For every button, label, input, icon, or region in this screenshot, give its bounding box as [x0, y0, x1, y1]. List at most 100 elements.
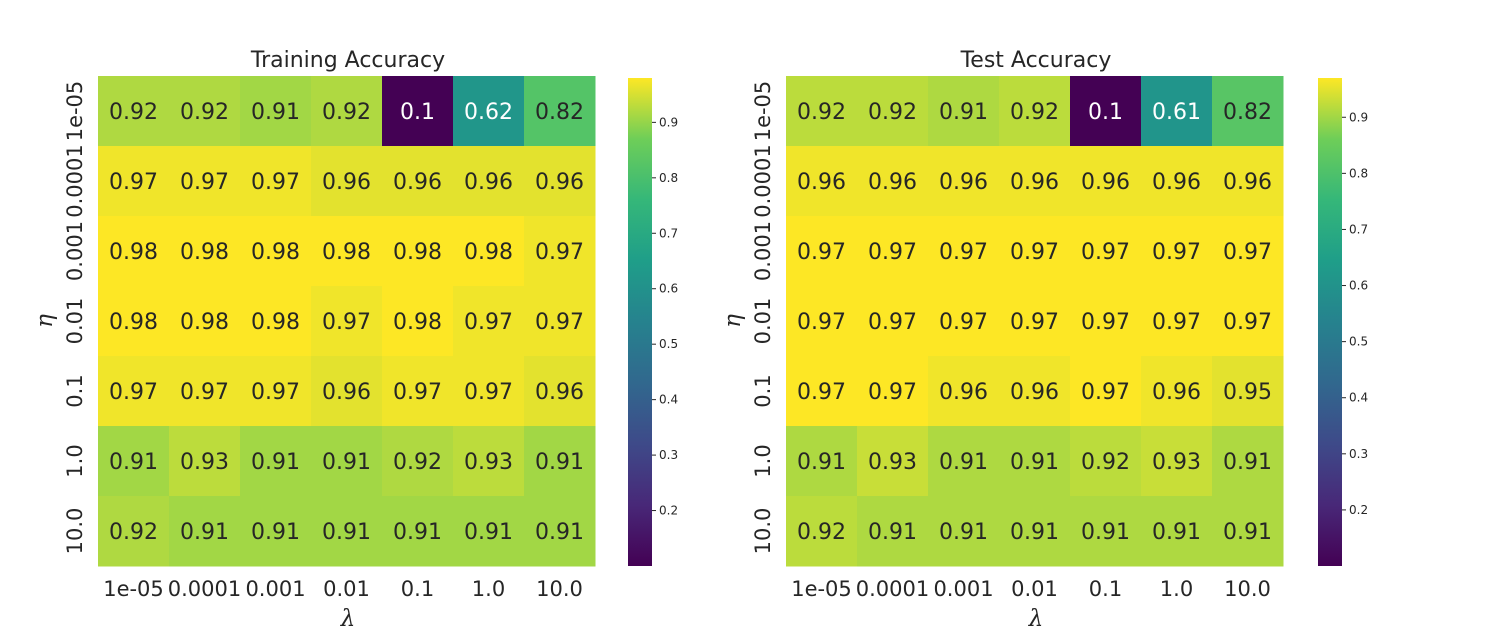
y-tick-label: 0.01 — [63, 298, 87, 345]
heatmap-cell — [1141, 76, 1213, 147]
heatmap-cells: 0.92 0.92 0.91 0.92 0.1 0.62 0.82 0.97 0.97 0.97 0… — [98, 76, 596, 567]
cell-value-label: 0.98 — [109, 310, 158, 335]
cell-value-label: 0.97 — [464, 380, 513, 405]
cell-value-label: 0.97 — [868, 310, 917, 335]
heatmap-cell — [786, 76, 858, 147]
heatmap-cell — [453, 356, 525, 427]
y-tick-label: 1e-05 — [63, 81, 87, 142]
cell-value-label: 0.97 — [180, 170, 229, 195]
heatmap-cell — [1212, 76, 1284, 147]
cell-value-label: 0.91 — [251, 100, 300, 125]
cell-value-label: 0.96 — [393, 170, 442, 195]
y-tick-label: 1.0 — [63, 444, 87, 477]
cell-value-label: 0.61 — [1152, 100, 1201, 125]
cell-value-label: 0.97 — [939, 240, 988, 265]
heatmap-cell — [1070, 216, 1142, 287]
colorbar-tick-label: 0.4 — [659, 393, 678, 407]
heatmap-cell — [1070, 356, 1142, 427]
heatmap-cell — [169, 146, 241, 217]
heatmap-cell — [1141, 286, 1213, 357]
cell-value-label: 0.96 — [1010, 170, 1059, 195]
cell-value-label: 0.91 — [322, 450, 371, 475]
cell-value-label: 0.91 — [1223, 450, 1272, 475]
x-axis-label: λ — [1028, 606, 1044, 632]
heatmap-cell — [928, 76, 1000, 147]
cell-value-label: 0.91 — [797, 450, 846, 475]
y-tick-label: 10.0 — [63, 508, 87, 555]
cell-value-label: 0.91 — [109, 450, 158, 475]
cell-value-label: 0.98 — [180, 310, 229, 335]
heatmap-cell — [524, 426, 596, 497]
cell-value-label: 0.91 — [1081, 520, 1130, 545]
cell-value-label: 0.91 — [868, 520, 917, 545]
cell-value-label: 0.93 — [180, 450, 229, 475]
x-tick-label: 0.01 — [323, 577, 370, 601]
cell-value-label: 0.82 — [535, 100, 584, 125]
heatmap-cell — [1212, 496, 1284, 567]
heatmap-cell — [928, 286, 1000, 357]
colorbar-gradient — [628, 78, 652, 566]
cell-value-label: 0.96 — [797, 170, 846, 195]
heatmap-cells: 0.92 0.92 0.91 0.92 0.1 0.61 0.82 0.96 0.96 0.96 0… — [786, 76, 1284, 567]
cell-value-label: 0.96 — [1152, 170, 1201, 195]
heatmap-cell — [857, 216, 929, 287]
y-axis-label: η — [32, 314, 58, 328]
cell-value-label: 0.96 — [1152, 380, 1201, 405]
cell-value-label: 0.97 — [1081, 240, 1130, 265]
heatmap-cell — [169, 76, 241, 147]
heatmap-cell — [786, 216, 858, 287]
heatmap-cell — [1212, 356, 1284, 427]
cell-value-label: 0.92 — [109, 100, 158, 125]
heatmap-cell — [98, 426, 170, 497]
cell-value-label: 0.98 — [251, 310, 300, 335]
cell-value-label: 0.97 — [868, 240, 917, 265]
cell-value-label: 0.96 — [535, 170, 584, 195]
heatmap-cell — [786, 286, 858, 357]
heatmap-cell — [98, 216, 170, 287]
heatmap-cell — [999, 216, 1071, 287]
cell-value-label: 0.1 — [1088, 100, 1123, 125]
cell-value-label: 0.97 — [939, 310, 988, 335]
colorbar-tick-label: 0.8 — [1349, 166, 1368, 180]
heatmap-cell — [98, 496, 170, 567]
cell-value-label: 0.96 — [322, 170, 371, 195]
cell-value-label: 0.91 — [535, 520, 584, 545]
heatmap-cell — [311, 356, 383, 427]
cell-value-label: 0.93 — [868, 450, 917, 475]
heatmap-cell — [311, 216, 383, 287]
cell-value-label: 0.97 — [1152, 240, 1201, 265]
heatmap-cell — [1141, 216, 1213, 287]
x-tick-label: 0.1 — [1089, 577, 1122, 601]
heatmap-training: Training Accuracy 0.92 0.92 0.91 0.92 0.1 0.6… — [32, 48, 678, 632]
heatmap-cell — [1070, 286, 1142, 357]
heatmap-cell — [311, 76, 383, 147]
cell-value-label: 0.91 — [393, 520, 442, 545]
heatmap-cell — [999, 146, 1071, 217]
heatmap-cell — [169, 496, 241, 567]
heatmap-cell — [1212, 286, 1284, 357]
cell-value-label: 0.97 — [797, 310, 846, 335]
colorbar-tick-label: 0.3 — [1349, 447, 1368, 461]
heatmap-cell — [98, 76, 170, 147]
heatmap-cell — [857, 356, 929, 427]
heatmap-cell — [1070, 426, 1142, 497]
cell-value-label: 0.93 — [464, 450, 513, 475]
cell-value-label: 0.97 — [180, 380, 229, 405]
x-tick-label: 10.0 — [1224, 577, 1271, 601]
cell-value-label: 0.92 — [393, 450, 442, 475]
heatmap-cell — [240, 216, 312, 287]
x-tick-label: 10.0 — [536, 577, 583, 601]
heatmap-cell — [999, 426, 1071, 497]
heatmap-cell — [928, 496, 1000, 567]
y-tick-label: 0.1 — [63, 374, 87, 407]
cell-value-label: 0.97 — [1223, 240, 1272, 265]
cell-value-label: 0.97 — [1010, 310, 1059, 335]
cell-value-label: 0.97 — [251, 170, 300, 195]
cell-value-label: 0.91 — [1010, 450, 1059, 475]
heatmap-cell — [1070, 146, 1142, 217]
cell-value-label: 0.96 — [1081, 170, 1130, 195]
cell-value-label: 0.98 — [464, 240, 513, 265]
cell-value-label: 0.96 — [939, 380, 988, 405]
heatmap-cell — [240, 426, 312, 497]
